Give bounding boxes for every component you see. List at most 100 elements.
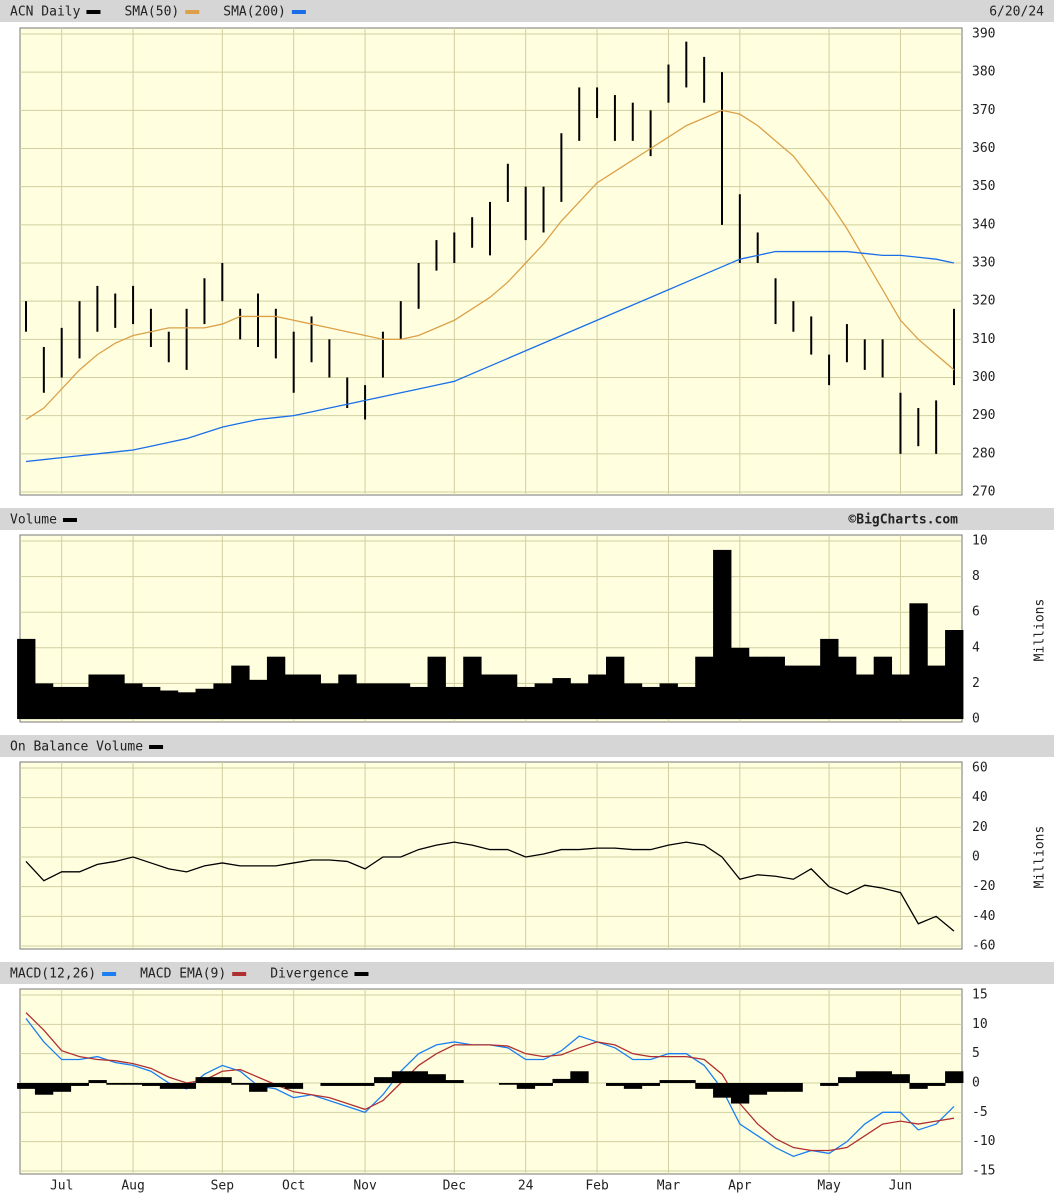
bar — [498, 674, 518, 719]
line — [25, 841, 955, 932]
legend-label: Volume — [10, 513, 57, 528]
bar — [445, 1080, 464, 1083]
bar — [481, 674, 500, 719]
bar — [231, 665, 250, 719]
bar — [427, 656, 446, 719]
bar — [159, 690, 179, 719]
bar — [677, 1080, 696, 1083]
bar — [463, 656, 482, 719]
y-tick-label: 5 — [972, 1046, 980, 1061]
bar — [784, 1083, 803, 1092]
bar — [52, 686, 72, 719]
legend-swatch — [232, 972, 247, 976]
x-tick-label: Nov — [353, 1179, 377, 1194]
y-tick-label: 4 — [972, 640, 980, 655]
x-tick-label: Apr — [728, 1179, 752, 1194]
legend-label: MACD(12,26) — [10, 967, 96, 982]
bar — [820, 638, 839, 719]
y-tick-label: 380 — [972, 65, 995, 80]
bar — [320, 1083, 339, 1086]
y-tick-label: 280 — [972, 446, 995, 461]
bar — [498, 1083, 518, 1085]
legend-label: MACD EMA(9) — [140, 967, 226, 982]
bar — [302, 674, 321, 719]
x-tick-label: 24 — [518, 1179, 534, 1194]
y-tick-label: 290 — [972, 408, 995, 423]
y-tick-label: 390 — [972, 27, 995, 42]
bar — [838, 1077, 857, 1083]
bar — [713, 1083, 732, 1098]
y-tick-label: -10 — [972, 1134, 995, 1149]
y-tick-label: 330 — [972, 256, 995, 271]
line — [25, 109, 955, 421]
bar — [552, 678, 571, 719]
bar — [570, 1071, 589, 1083]
bar — [177, 692, 197, 719]
bar — [909, 603, 928, 719]
y-tick-label: 8 — [972, 569, 980, 584]
bar — [338, 1083, 357, 1086]
y-tick-label: 320 — [972, 294, 995, 309]
y-tick-label: 2 — [972, 676, 980, 691]
plot-area — [19, 988, 963, 1175]
bar — [391, 1071, 411, 1083]
x-tick-label: Feb — [585, 1179, 609, 1194]
y-tick-label: 270 — [972, 485, 995, 500]
x-tick-label: Sep — [211, 1179, 235, 1194]
bar — [659, 683, 678, 719]
bar — [534, 1083, 553, 1086]
x-tick-label: Jun — [889, 1179, 912, 1194]
x-tick-label: Dec — [443, 1179, 466, 1194]
y-tick-label: -60 — [972, 939, 995, 954]
bar — [249, 1083, 268, 1092]
legend-label: SMA(50) — [124, 5, 179, 20]
bar — [730, 1083, 750, 1104]
bar — [855, 674, 875, 719]
bar — [88, 674, 107, 719]
bar — [213, 1077, 232, 1083]
bar — [195, 688, 214, 719]
bar — [177, 1083, 197, 1089]
legend-swatch — [185, 10, 200, 14]
bar — [552, 1078, 571, 1083]
bar — [70, 686, 89, 719]
legend-swatch — [62, 518, 77, 522]
bar — [52, 1083, 72, 1092]
legend-label: SMA(200) — [223, 5, 286, 20]
bar — [945, 630, 964, 719]
legend-label: Divergence — [270, 967, 348, 982]
y-tick-label: -40 — [972, 909, 995, 924]
x-tick-label: Aug — [121, 1179, 144, 1194]
y-tick-label: 40 — [972, 790, 988, 805]
legend-label: On Balance Volume — [10, 740, 143, 755]
bar — [641, 686, 661, 719]
bar — [784, 665, 803, 719]
bar — [34, 683, 54, 719]
y-tick-label: 20 — [972, 820, 988, 835]
y-tick-label: 6 — [972, 605, 980, 620]
bar — [17, 1083, 36, 1089]
bar — [213, 683, 232, 719]
bar — [142, 1083, 161, 1086]
legend-swatch — [354, 972, 369, 976]
bar — [356, 1083, 375, 1086]
y-tick-label: -15 — [972, 1164, 995, 1179]
y-axis-label: Millions — [1033, 599, 1048, 662]
bar — [748, 656, 768, 719]
y-tick-label: 15 — [972, 988, 988, 1003]
bar — [570, 683, 589, 719]
bar — [820, 1083, 839, 1086]
bar — [445, 686, 464, 719]
bar — [266, 1083, 286, 1088]
y-tick-label: 10 — [972, 534, 988, 549]
bar — [374, 683, 393, 719]
x-tick-label: Mar — [657, 1179, 681, 1194]
plot-area — [19, 761, 963, 950]
panel-header — [0, 735, 1054, 757]
bar — [106, 1083, 125, 1085]
bar — [534, 683, 553, 719]
x-tick-label: May — [817, 1179, 841, 1194]
bar — [106, 674, 125, 719]
